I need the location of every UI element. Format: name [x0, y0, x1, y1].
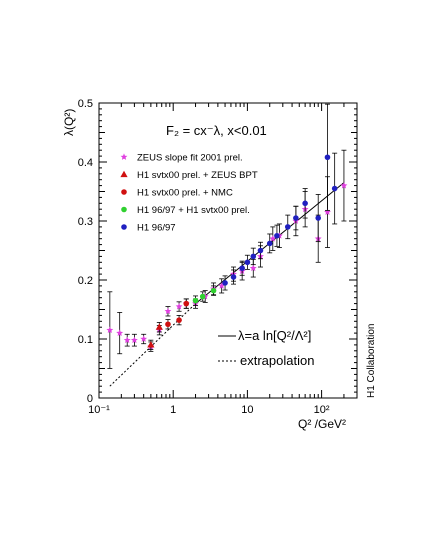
legend-marker: [121, 224, 127, 230]
y-tick-label: 0.5: [78, 98, 93, 110]
data-point: [218, 282, 226, 289]
y-tick-label: 0.2: [78, 275, 93, 287]
legend-marker: [120, 170, 128, 178]
data-point: [249, 264, 257, 272]
extrapolation-legend-label: extrapolation: [240, 353, 314, 368]
data-point: [324, 208, 331, 216]
data-point: [257, 247, 264, 254]
data-point: [250, 253, 257, 260]
series-3: [165, 298, 190, 330]
data-point: [302, 200, 308, 207]
data-point: [244, 259, 251, 266]
data-point: [222, 280, 228, 286]
y-tick-label: 0.4: [78, 157, 93, 169]
fit-legend-label: λ=a ln[Q²/Λ²]: [238, 328, 311, 343]
x-axis-title: Q² /GeV²: [298, 417, 346, 431]
legend-marker: [121, 189, 127, 195]
formula-annotation: F₂ = cx⁻λ, x<0.01: [166, 123, 267, 138]
data-point: [147, 341, 155, 348]
series-4: [192, 285, 217, 306]
data-point: [274, 232, 280, 239]
data-point: [230, 274, 237, 280]
data-point: [123, 336, 131, 344]
x-tick-label: 1: [170, 404, 176, 416]
legend-label: H1 svtx00 prel. + ZEUS BPT: [137, 170, 258, 181]
data-point: [175, 302, 183, 310]
series-2: [147, 322, 163, 351]
data-point: [192, 297, 199, 304]
data-point: [340, 182, 348, 189]
y-tick-label: 0.1: [78, 334, 93, 346]
data-point: [284, 224, 291, 230]
legend: ZEUS slope fit 2001 prel. H1 svtx00 prel.…: [120, 153, 258, 234]
legend-marker: [120, 153, 128, 160]
series-5: [222, 103, 338, 291]
data-point: [165, 321, 171, 328]
collaboration-label: H1 Collaboration: [366, 324, 377, 399]
data-point: [116, 329, 124, 337]
data-point: [155, 323, 163, 330]
y-tick-label: 0: [87, 393, 93, 405]
y-axis-title: λ(Q²): [62, 109, 76, 136]
x-tick-label: 10: [241, 404, 253, 416]
data-point: [315, 215, 322, 221]
data-point: [239, 265, 245, 272]
x-tick-label: 10⁻¹: [88, 404, 110, 416]
data-point: [210, 287, 217, 294]
data-point: [106, 326, 114, 334]
fit-legend: λ=a ln[Q²/Λ²] extrapolation: [218, 328, 314, 368]
y-tick-label: 0.3: [78, 216, 93, 228]
data-point: [331, 185, 338, 192]
data-point: [183, 300, 190, 307]
data-point: [176, 317, 182, 323]
data-point: [199, 293, 206, 300]
data-point: [293, 215, 299, 221]
data-point: [269, 235, 277, 242]
data-point: [324, 154, 331, 161]
data-point: [266, 240, 273, 247]
data-point: [164, 307, 172, 315]
x-tick-label: 10²: [314, 404, 330, 416]
data-point: [140, 335, 148, 342]
legend-label: H1 96/97: [137, 223, 176, 234]
legend-label: H1 svtx00 prel. + NMC: [137, 188, 233, 199]
legend-label: H1 96/97 + H1 svtx00 prel.: [137, 205, 250, 216]
data-point: [130, 336, 138, 344]
legend-label: ZEUS slope fit 2001 prel.: [137, 153, 243, 164]
legend-marker: [121, 206, 127, 213]
